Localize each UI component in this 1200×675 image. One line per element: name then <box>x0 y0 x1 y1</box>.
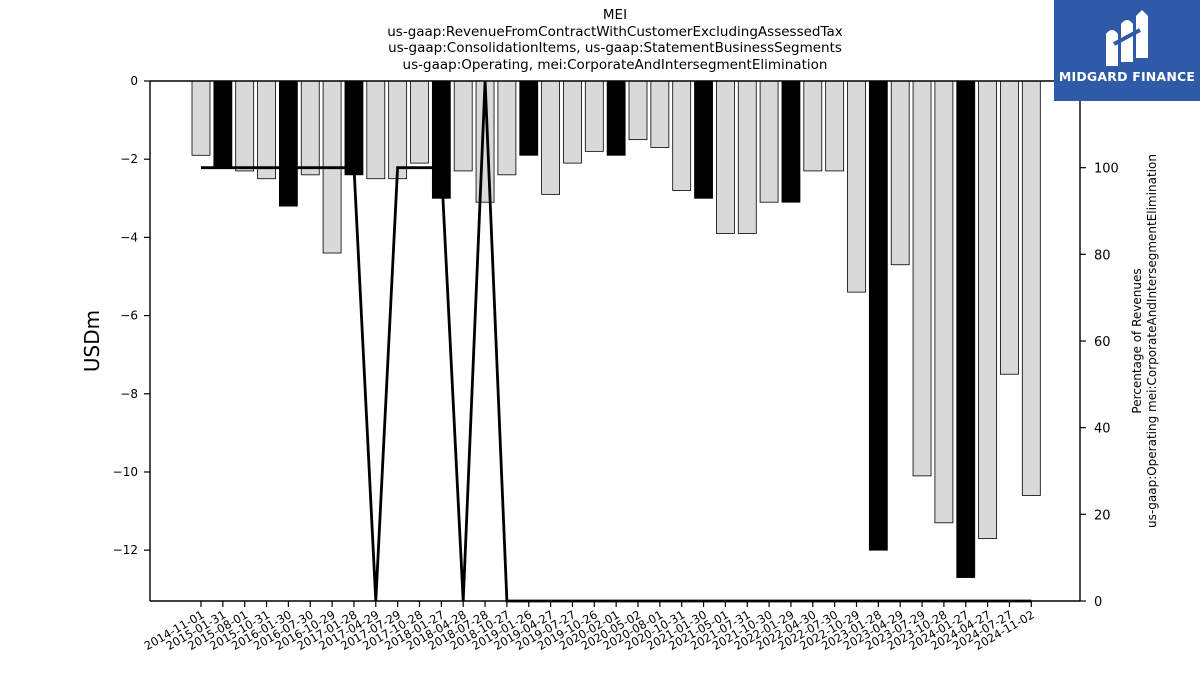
bar <box>563 80 582 164</box>
y2-tick-label: 80 <box>1094 248 1111 263</box>
bar <box>737 80 757 234</box>
y2-tick-label: 20 <box>1094 508 1111 523</box>
bar <box>672 80 692 191</box>
y2-axis-label-line-2: us-gaap:Operating mei:CorporateAndInters… <box>1145 154 1159 528</box>
brand-logo-text: MIDGARD FINANCE <box>1058 69 1196 84</box>
bar <box>191 80 211 156</box>
bar <box>497 80 517 176</box>
y-tick-label: −4 <box>120 230 138 244</box>
y2-tick-label: 60 <box>1094 335 1111 350</box>
bar <box>803 80 823 172</box>
bar <box>257 80 276 180</box>
bar <box>606 80 626 156</box>
bar <box>934 80 954 524</box>
bar <box>825 80 845 172</box>
bar <box>868 80 888 551</box>
bar <box>278 80 298 207</box>
y-tick-label: 0 <box>130 74 138 88</box>
bar <box>366 80 386 180</box>
bar <box>912 80 932 477</box>
bar <box>213 80 233 168</box>
y-axis-label: USDm <box>80 309 104 373</box>
bar <box>716 80 735 234</box>
bars-layer <box>191 80 1041 578</box>
bar <box>344 80 364 176</box>
bar <box>978 80 997 539</box>
y-tick-label: −6 <box>120 309 138 323</box>
bar <box>300 80 320 176</box>
bar <box>650 80 670 148</box>
chart-subtitle-3: us-gaap:Operating, mei:CorporateAndInter… <box>402 57 828 73</box>
bar <box>235 80 255 172</box>
y2-axis-label: Percentage of Revenues us-gaap:Operating… <box>1130 154 1160 528</box>
axes-layer: 0−2−4−6−8−10−120204060801002014-11-01201… <box>113 74 1119 653</box>
y2-tick-label: 100 <box>1094 162 1119 177</box>
bar <box>388 80 408 180</box>
bar <box>584 80 604 152</box>
bar <box>694 80 713 199</box>
y-tick-label: −10 <box>113 465 138 479</box>
bar <box>519 80 539 156</box>
y-tick-label: −12 <box>113 543 138 557</box>
brand-logo: MIDGARD FINANCE <box>1054 0 1200 101</box>
bar <box>410 80 429 164</box>
bar <box>890 80 910 266</box>
bar <box>1021 80 1041 496</box>
chart-title: MEI <box>602 7 628 23</box>
bar <box>541 80 560 195</box>
bar <box>956 80 976 578</box>
chart-subtitle-1: us-gaap:RevenueFromContractWithCustomerE… <box>387 24 843 40</box>
bar <box>453 80 473 172</box>
bar <box>759 80 779 203</box>
brand-logo-mark-icon <box>1106 10 1148 66</box>
y-tick-label: −8 <box>120 387 138 401</box>
bar <box>1000 80 1019 375</box>
y2-tick-label: 40 <box>1094 422 1111 437</box>
y2-axis-label-line-1: Percentage of Revenues <box>1130 268 1144 414</box>
y2-tick-label: 0 <box>1094 595 1102 610</box>
bar <box>781 80 801 203</box>
bar <box>847 80 866 293</box>
chart-subtitle-2: us-gaap:ConsolidationItems, us-gaap:Stat… <box>388 40 842 56</box>
bar <box>628 80 648 141</box>
y-tick-label: −2 <box>120 152 138 166</box>
